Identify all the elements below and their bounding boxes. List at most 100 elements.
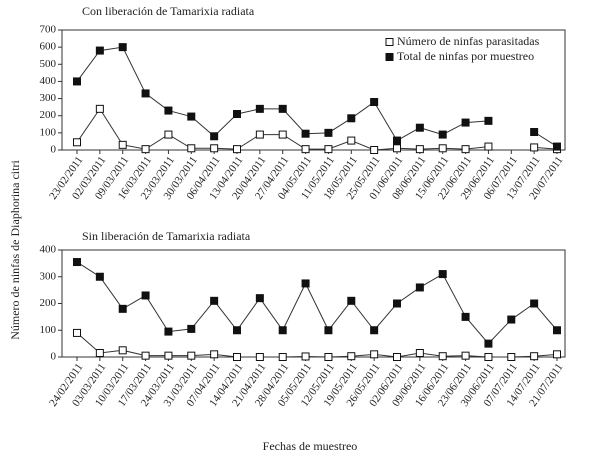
data-point [210,132,219,141]
data-point [553,142,561,151]
data-point [233,110,241,118]
data-point [484,142,493,151]
data-point [324,145,333,154]
legend-swatch [385,53,394,61]
data-point [187,351,196,360]
data-point [73,258,81,267]
y-tick-label: 100 [40,324,57,336]
data-point [301,352,310,361]
data-point [370,98,379,106]
data-point [301,129,310,138]
data-point [187,324,196,333]
data-point [553,350,561,359]
data-point [141,291,150,300]
data-point [164,106,173,115]
data-point [484,339,493,348]
data-point [461,145,470,154]
data-point [438,130,447,139]
data-point [370,350,379,359]
data-point [73,77,81,86]
data-point [507,353,516,361]
data-point [347,296,356,305]
y-tick-label: 0 [51,144,57,156]
data-point [95,46,104,55]
data-point [415,283,424,292]
data-point [210,144,219,153]
data-point [415,348,424,357]
y-tick-label: 300 [40,270,57,282]
data-point [530,299,539,308]
legend-label: Número de ninfas parasitadas [397,34,540,48]
data-point [278,104,287,113]
data-point [461,312,470,321]
data-point [347,136,356,145]
data-point [95,272,104,281]
data-point [461,351,470,360]
chart-title: Con liberación de Tamarixia radiata [82,4,255,18]
data-point [393,136,401,145]
data-point [370,146,379,154]
data-point [95,348,104,357]
data-point [347,352,356,361]
data-point [141,145,150,154]
data-point [278,353,287,361]
x-axis-label: Fechas de muestreo [263,439,358,453]
data-point [393,299,401,308]
chart-title: Sin liberación de Tamarixia radiata [82,229,251,243]
data-point [141,89,150,98]
data-point [118,304,127,313]
data-point [507,315,516,324]
data-point [278,130,287,139]
data-point [301,145,310,154]
data-point [118,43,127,52]
data-point [393,144,401,153]
data-point [530,352,539,361]
data-point [530,128,539,136]
data-point [210,296,219,305]
y-tick-label: 400 [40,244,57,256]
y-tick-label: 0 [51,351,57,363]
data-point [415,123,424,132]
data-point [255,130,264,139]
y-tick-label: 600 [40,41,57,53]
y-tick-label: 500 [40,58,57,70]
series-line [76,332,558,358]
y-tick-label: 100 [40,126,57,138]
data-point [415,145,424,154]
y-tick-label: 400 [40,75,57,87]
data-point [164,351,173,360]
data-point [484,353,493,361]
data-point [233,326,241,335]
data-point [233,353,241,361]
y-tick-label: 300 [40,92,57,104]
data-point [141,351,150,360]
data-point [164,327,173,336]
data-point [484,116,493,125]
data-point [324,353,333,361]
data-point [73,138,81,147]
data-point [438,352,447,361]
data-point [324,128,333,137]
series-line [76,261,558,345]
data-point [553,326,561,335]
data-point [255,104,264,113]
data-point [438,270,447,279]
data-point [347,114,356,123]
y-tick-label: 200 [40,297,57,309]
data-point [324,326,333,335]
data-point [233,145,241,154]
data-point [461,118,470,127]
data-point [118,346,127,355]
legend-label: Total de ninfas por muestreo [397,49,534,63]
y-tick-label: 200 [40,109,57,121]
data-point [393,353,401,361]
data-point [95,104,104,113]
data-point [187,144,196,153]
data-point [73,328,81,337]
data-point [370,326,379,335]
data-point [210,350,219,359]
data-point [118,140,127,149]
data-point [187,112,196,121]
y-tick-label: 700 [40,24,57,36]
